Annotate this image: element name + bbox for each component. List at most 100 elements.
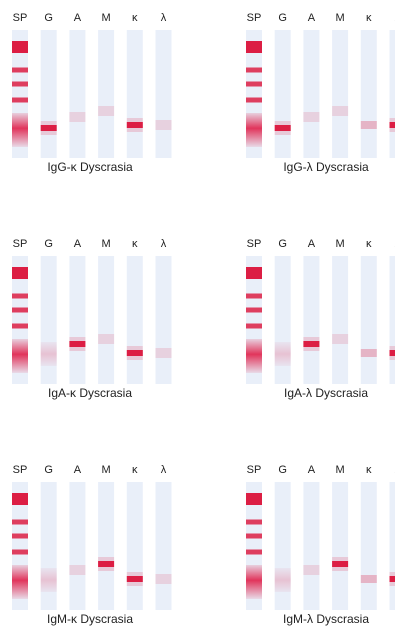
band <box>332 334 348 344</box>
band <box>12 82 28 87</box>
lane-label: κ <box>366 12 372 24</box>
lane-label: κ <box>132 12 138 24</box>
lane-label: SP <box>13 12 28 24</box>
band <box>246 493 262 505</box>
band <box>127 122 143 128</box>
caption: IgM-κ Dyscrasia <box>47 612 133 626</box>
lane-label: A <box>74 464 82 476</box>
lane-label: κ <box>132 238 138 250</box>
lane <box>303 482 319 610</box>
band-diffuse <box>12 339 28 373</box>
lane <box>275 30 291 158</box>
lane-label: A <box>308 238 316 250</box>
lane-label: A <box>308 12 316 24</box>
band <box>12 493 28 505</box>
band <box>303 565 319 575</box>
band <box>246 267 262 279</box>
lane-label: M <box>336 12 345 24</box>
band <box>246 324 262 329</box>
lane-label: G <box>278 464 287 476</box>
lane-label: M <box>102 464 111 476</box>
lane-label: λ <box>161 464 167 476</box>
lane <box>361 482 377 610</box>
caption: IgA-κ Dyscrasia <box>48 386 132 400</box>
band <box>332 106 348 116</box>
lane <box>156 256 172 384</box>
band <box>275 125 291 131</box>
lane-label: G <box>278 238 287 250</box>
band <box>246 41 262 53</box>
band <box>361 349 377 357</box>
lane-label: κ <box>132 464 138 476</box>
lane <box>156 30 172 158</box>
band <box>12 520 28 525</box>
band <box>12 324 28 329</box>
lane <box>69 256 85 384</box>
lane <box>332 30 348 158</box>
lane-label: SP <box>247 238 262 250</box>
band <box>390 350 395 356</box>
band <box>69 112 85 122</box>
lane <box>332 256 348 384</box>
caption: IgG-κ Dyscrasia <box>47 160 133 174</box>
lane <box>361 256 377 384</box>
band <box>12 41 28 53</box>
lane <box>127 482 143 610</box>
band <box>12 534 28 539</box>
lane-label: κ <box>366 464 372 476</box>
lane <box>69 482 85 610</box>
band <box>12 550 28 555</box>
lane-label: λ <box>161 12 167 24</box>
band <box>156 574 172 584</box>
band-diffuse <box>275 568 291 592</box>
lane-label: M <box>102 238 111 250</box>
lane-label: SP <box>13 238 28 250</box>
lane-label: M <box>102 12 111 24</box>
lane-label: M <box>336 238 345 250</box>
lane-label: A <box>308 464 316 476</box>
band-diffuse <box>41 342 57 366</box>
band <box>246 68 262 73</box>
band <box>41 125 57 131</box>
lane-label: SP <box>247 464 262 476</box>
caption: IgM-λ Dyscrasia <box>283 612 369 626</box>
band <box>303 112 319 122</box>
lane <box>127 256 143 384</box>
caption: IgA-λ Dyscrasia <box>284 386 368 400</box>
band-diffuse <box>12 113 28 147</box>
ife-diagram: SP G A Mκ λ IgG-κ Dyscrasia SP G A Mκ λ IgG-λ Dyscr… <box>0 0 395 629</box>
band-diffuse <box>246 339 262 373</box>
band <box>156 120 172 130</box>
lane <box>303 30 319 158</box>
band-diffuse <box>275 342 291 366</box>
band <box>246 520 262 525</box>
band <box>12 267 28 279</box>
caption: IgG-λ Dyscrasia <box>283 160 369 174</box>
lane <box>98 482 114 610</box>
band-diffuse <box>41 568 57 592</box>
lane <box>98 30 114 158</box>
band <box>156 348 172 358</box>
band <box>361 575 377 583</box>
band <box>69 565 85 575</box>
lane-label: G <box>44 238 53 250</box>
band <box>127 350 143 356</box>
lane-label: SP <box>247 12 262 24</box>
lane-label: G <box>44 464 53 476</box>
lane <box>98 256 114 384</box>
lane <box>332 482 348 610</box>
lane <box>390 256 395 384</box>
lane-label: M <box>336 464 345 476</box>
band <box>390 122 395 128</box>
lane-label: G <box>44 12 53 24</box>
band <box>98 334 114 344</box>
band <box>127 576 143 582</box>
band <box>303 341 319 347</box>
band <box>12 294 28 299</box>
lane-label: A <box>74 12 82 24</box>
lane <box>156 482 172 610</box>
band <box>98 561 114 567</box>
band-diffuse <box>246 565 262 599</box>
band <box>390 576 395 582</box>
lane <box>41 30 57 158</box>
